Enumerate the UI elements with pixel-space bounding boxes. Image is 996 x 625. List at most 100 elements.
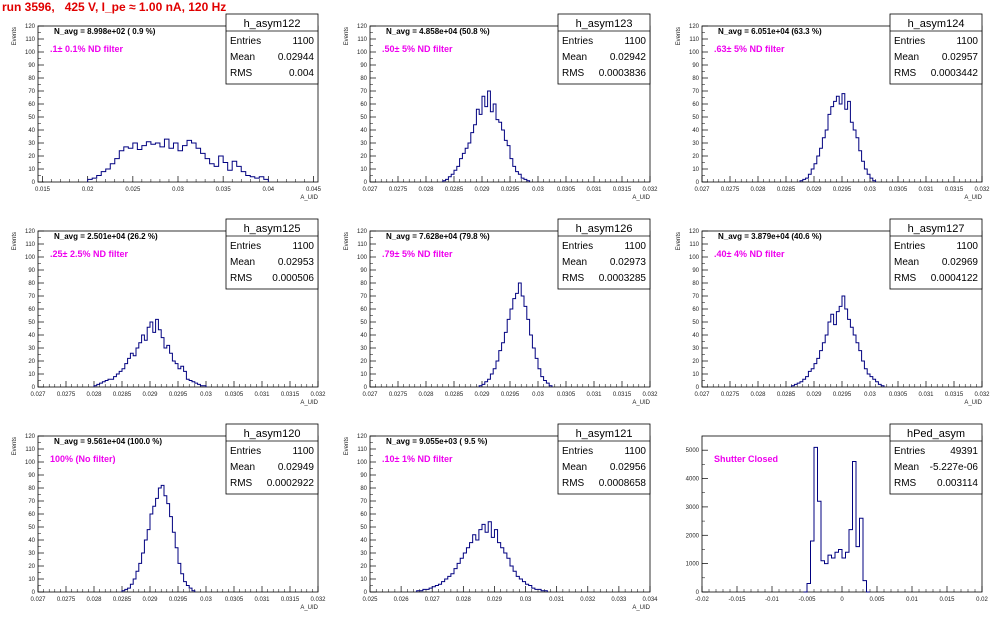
- x-tick-label: 0.03: [200, 597, 212, 603]
- x-tick-label: 0.029: [487, 597, 503, 603]
- stats-value: 0.0003285: [599, 273, 647, 284]
- x-tick-label: 0.03: [200, 392, 212, 398]
- stats-value: 1100: [624, 36, 646, 47]
- stats-box-title: h_asym120: [244, 428, 301, 440]
- y-tick-label: 10: [692, 167, 699, 173]
- y-tick-label: 10: [28, 167, 35, 173]
- x-tick-label: 0.025: [362, 597, 378, 603]
- y-tick-label: 10: [28, 577, 35, 583]
- histogram-pad-h_asym120: 0 10 20 30 40 50 60 70 80 90 100 110 120 0.027 0.0275 0…: [12, 423, 326, 611]
- y-tick-label: 10: [360, 577, 367, 583]
- x-tick-label: 0.0305: [225, 597, 244, 603]
- stats-label: RMS: [562, 478, 585, 489]
- stats-value: 1100: [624, 446, 646, 457]
- y-tick-label: 50: [692, 320, 699, 326]
- x-tick-label: 0.028: [750, 187, 766, 193]
- stats-value: 0.004: [289, 68, 314, 79]
- y-tick-label: 3000: [686, 505, 700, 511]
- y-tick-label: 70: [28, 89, 35, 95]
- histogram-pad-hPed_asym: 0 1000 2000 3000 4000 5000 -0.02 -0.015 -0.01 -0.…: [686, 423, 988, 603]
- y-tick-label: 70: [692, 294, 699, 300]
- y-tick-label: 100: [357, 50, 368, 56]
- stats-label: RMS: [562, 273, 585, 284]
- filter-label: .79± 5% ND filter: [382, 249, 453, 259]
- histogram-series: [803, 446, 870, 593]
- y-tick-label: 10: [28, 372, 35, 378]
- stats-label: Entries: [230, 241, 261, 252]
- x-tick-label: 0.025: [125, 187, 141, 193]
- x-tick-label: 0.0285: [777, 392, 796, 398]
- x-tick-label: 0.03: [532, 392, 544, 398]
- y-tick-label: 100: [25, 460, 36, 466]
- y-tick-label: 100: [25, 255, 36, 261]
- y-tick-label: 40: [28, 538, 35, 544]
- x-tick-label: 0.01: [906, 597, 918, 603]
- y-tick-label: 20: [360, 359, 367, 365]
- y-axis-label: Events: [344, 232, 350, 250]
- x-tick-label: 0.005: [869, 597, 885, 603]
- y-tick-label: 40: [360, 128, 367, 134]
- x-tick-label: 0.029: [474, 392, 490, 398]
- stats-value: 1100: [292, 241, 314, 252]
- stats-label: Mean: [230, 52, 255, 63]
- y-tick-label: 50: [28, 525, 35, 531]
- histogram-pad-h_asym122: 0 10 20 30 40 50 60 70 80 90 100 110 120 0.015 0.02 0.0…: [12, 13, 322, 201]
- y-tick-label: 80: [28, 76, 35, 82]
- y-tick-label: 50: [360, 115, 367, 121]
- x-tick-label: 0.0275: [721, 187, 740, 193]
- x-tick-label: 0.031: [918, 187, 934, 193]
- y-tick-label: 90: [692, 63, 699, 69]
- y-tick-label: 50: [360, 525, 367, 531]
- histogram-series: [416, 521, 548, 592]
- n-avg-annotation: N_avg = 7.628e+04 (79.8 %): [386, 232, 490, 241]
- stats-label: Entries: [230, 36, 261, 47]
- x-tick-label: 0.027: [694, 187, 710, 193]
- histogram-series: [121, 484, 196, 592]
- stats-value: 0.02942: [610, 52, 647, 63]
- y-tick-label: 4000: [686, 477, 700, 483]
- x-tick-label: 0.029: [142, 392, 158, 398]
- y-tick-label: 110: [689, 37, 699, 43]
- stats-label: Mean: [562, 52, 587, 63]
- x-tick-label: 0.032: [642, 187, 658, 193]
- y-tick-label: 60: [28, 102, 35, 108]
- x-tick-label: 0.032: [642, 392, 658, 398]
- y-tick-label: 80: [692, 281, 699, 287]
- y-tick-label: 70: [360, 294, 367, 300]
- filter-label: .50± 5% ND filter: [382, 44, 453, 54]
- stats-label: Entries: [230, 446, 261, 457]
- stats-label: RMS: [230, 478, 253, 489]
- stats-label: Mean: [230, 462, 255, 473]
- y-tick-label: 40: [28, 128, 35, 134]
- stats-box-frame: [557, 423, 651, 495]
- x-tick-label: 0.029: [474, 187, 490, 193]
- filter-label: .40± 4% ND filter: [714, 249, 785, 259]
- x-tick-label: 0.0275: [389, 187, 408, 193]
- stats-box-frame: [225, 423, 319, 495]
- y-tick-label: 20: [360, 154, 367, 160]
- y-tick-label: 40: [360, 538, 367, 544]
- y-tick-label: 40: [360, 333, 367, 339]
- y-tick-label: 120: [357, 434, 368, 440]
- stats-box: h_asym125 Entries 1100 Mean 0.02953 RMS 0.0005…: [225, 218, 319, 290]
- histogram-pad-h_asym125: 0 10 20 30 40 50 60 70 80 90 100 110 120 0.027 0.0275 0…: [12, 218, 326, 406]
- stats-box-title: h_asym123: [576, 18, 633, 30]
- x-tick-label: 0.03: [864, 187, 876, 193]
- y-tick-label: 120: [689, 229, 700, 235]
- stats-value: 0.0003442: [931, 68, 979, 79]
- x-tick-label: 0.034: [642, 597, 658, 603]
- y-tick-label: 90: [360, 473, 367, 479]
- x-tick-label: 0.027: [30, 597, 46, 603]
- stats-value: 0.02949: [278, 462, 315, 473]
- filter-label: Shutter Closed: [714, 454, 778, 464]
- x-tick-label: 0.028: [86, 597, 102, 603]
- x-tick-label: 0.02: [82, 187, 94, 193]
- y-axis-label: Events: [12, 27, 18, 45]
- y-tick-label: 20: [28, 359, 35, 365]
- x-tick-label: 0.015: [35, 187, 51, 193]
- filter-label: .25± 2.5% ND filter: [50, 249, 128, 259]
- y-tick-label: 120: [689, 24, 700, 30]
- x-tick-label: 0.033: [611, 597, 627, 603]
- y-tick-label: 0: [32, 180, 36, 186]
- y-tick-label: 110: [357, 242, 367, 248]
